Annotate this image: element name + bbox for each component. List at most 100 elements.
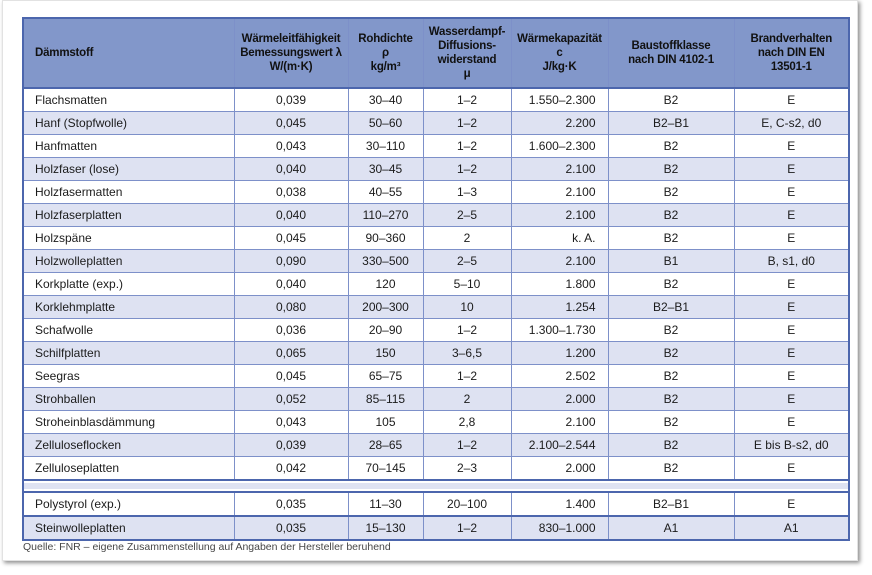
cell-baustoffklasse: B2–B1 — [607, 295, 735, 319]
cell-waermeleitfaehigkeit: 0,045 — [233, 111, 349, 135]
cell-daemmstoff: Flachsmatten — [22, 87, 235, 112]
cell-wasserdampf-diffusionswiderstand: 1–2 — [422, 87, 512, 112]
column-header-baustoffklasse: Baustoffklasse nach DIN 4102-1 — [607, 17, 735, 89]
table-row: Zelluloseplatten 0,042 70–145 2–3 2.000 B2 E — [22, 456, 850, 481]
cell-brandverhalten: E — [733, 134, 850, 158]
cell-brandverhalten: E — [733, 87, 850, 112]
cell-waermekapazitaet: 1.800 — [510, 272, 609, 296]
cell-waermekapazitaet: 2.100–2.544 — [510, 433, 609, 457]
column-header-rohdichte: Rohdichte ρ kg/m³ — [347, 17, 424, 89]
table-header: Dämmstoff Wärmeleitfähigkeit Bemessungswer… — [22, 17, 850, 89]
table-row: Zelluloseflocken 0,039 28–65 1–2 2.100–2.544… — [22, 433, 850, 457]
cell-baustoffklasse: B2 — [607, 433, 735, 457]
column-header-wasserdampf-diffusionswiderstand: Wasserdampf- Diffusions-widerstand μ — [422, 17, 512, 89]
cell-daemmstoff: Stroheinblasdämmung — [22, 410, 235, 434]
column-header-waermeleitfaehigkeit: Wärmeleitfähigkeit Bemessungswert λ W/(m·K… — [233, 17, 349, 89]
cell-wasserdampf-diffusionswiderstand: 1–2 — [422, 318, 512, 342]
cell-rohdichte: 30–45 — [347, 157, 424, 181]
cell-wasserdampf-diffusionswiderstand: 10 — [422, 295, 512, 319]
cell-daemmstoff: Holzfasermatten — [22, 180, 235, 204]
table-row: Polystyrol (exp.) 0,035 11–30 20–100 1.400 B2… — [22, 491, 850, 517]
column-header-waermekapazitaet: Wärmekapazität c J/kg·K — [510, 17, 609, 89]
cell-waermeleitfaehigkeit: 0,080 — [233, 295, 349, 319]
cell-waermeleitfaehigkeit: 0,040 — [233, 203, 349, 227]
cell-waermekapazitaet: 1.300–1.730 — [510, 318, 609, 342]
table-row: Flachsmatten 0,039 30–40 1–2 1.550–2.300 B2 E — [22, 87, 850, 112]
cell-waermekapazitaet: 830–1.000 — [510, 515, 609, 541]
cell-waermekapazitaet: 2.200 — [510, 111, 609, 135]
cell-waermekapazitaet: 2.100 — [510, 249, 609, 273]
cell-daemmstoff: Seegras — [22, 364, 235, 388]
table-row: Holzfaserplatten 0,040 110–270 2–5 2.100 B2 E — [22, 203, 850, 227]
cell-baustoffklasse: B2 — [607, 180, 735, 204]
cell-rohdichte: 90–360 — [347, 226, 424, 250]
cell-waermekapazitaet: 2.100 — [510, 157, 609, 181]
cell-waermekapazitaet: 1.600–2.300 — [510, 134, 609, 158]
table-section-2: Polystyrol (exp.) 0,035 11–30 20–100 1.400 B2… — [22, 491, 850, 541]
page-card: Dämmstoff Wärmeleitfähigkeit Bemessungswer… — [2, 0, 858, 561]
cell-brandverhalten: E — [733, 203, 850, 227]
cell-rohdichte: 85–115 — [347, 387, 424, 411]
cell-wasserdampf-diffusionswiderstand: 2–5 — [422, 249, 512, 273]
cell-rohdichte: 28–65 — [347, 433, 424, 457]
cell-waermekapazitaet: 1.550–2.300 — [510, 87, 609, 112]
cell-daemmstoff: Schilfplatten — [22, 341, 235, 365]
cell-rohdichte: 15–130 — [347, 515, 424, 541]
cell-baustoffklasse: B2–B1 — [607, 491, 735, 517]
cell-daemmstoff: Strohballen — [22, 387, 235, 411]
cell-brandverhalten: E — [733, 491, 850, 517]
cell-wasserdampf-diffusionswiderstand: 1–3 — [422, 180, 512, 204]
cell-baustoffklasse: B2 — [607, 87, 735, 112]
cell-wasserdampf-diffusionswiderstand: 1–2 — [422, 134, 512, 158]
table-row: Holzwolleplatten 0,090 330–500 2–5 2.100 B1 B,… — [22, 249, 850, 273]
cell-daemmstoff: Holzwolleplatten — [22, 249, 235, 273]
cell-rohdichte: 150 — [347, 341, 424, 365]
cell-wasserdampf-diffusionswiderstand: 1–2 — [422, 111, 512, 135]
cell-wasserdampf-diffusionswiderstand: 1–2 — [422, 157, 512, 181]
cell-baustoffklasse: B2 — [607, 364, 735, 388]
cell-waermeleitfaehigkeit: 0,043 — [233, 134, 349, 158]
cell-waermeleitfaehigkeit: 0,035 — [233, 515, 349, 541]
cell-baustoffklasse: B1 — [607, 249, 735, 273]
cell-brandverhalten: E — [733, 341, 850, 365]
cell-brandverhalten: E — [733, 456, 850, 481]
cell-baustoffklasse: B2 — [607, 203, 735, 227]
cell-baustoffklasse: B2 — [607, 318, 735, 342]
cell-daemmstoff: Steinwolleplatten — [22, 515, 235, 541]
cell-waermekapazitaet: 1.200 — [510, 341, 609, 365]
cell-waermeleitfaehigkeit: 0,038 — [233, 180, 349, 204]
cell-rohdichte: 50–60 — [347, 111, 424, 135]
table-row: Korkplatte (exp.) 0,040 120 5–10 1.800 B2 E — [22, 272, 850, 296]
cell-waermekapazitaet: 2.100 — [510, 180, 609, 204]
cell-daemmstoff: Holzfaserplatten — [22, 203, 235, 227]
cell-waermeleitfaehigkeit: 0,052 — [233, 387, 349, 411]
cell-brandverhalten: E — [733, 387, 850, 411]
cell-baustoffklasse: A1 — [607, 515, 735, 541]
cell-rohdichte: 11–30 — [347, 491, 424, 517]
cell-waermeleitfaehigkeit: 0,043 — [233, 410, 349, 434]
cell-rohdichte: 330–500 — [347, 249, 424, 273]
cell-daemmstoff: Korkplatte (exp.) — [22, 272, 235, 296]
cell-rohdichte: 70–145 — [347, 456, 424, 481]
cell-baustoffklasse: B2 — [607, 157, 735, 181]
table-row: Seegras 0,045 65–75 1–2 2.502 B2 E — [22, 364, 850, 388]
cell-brandverhalten: E — [733, 272, 850, 296]
cell-wasserdampf-diffusionswiderstand: 5–10 — [422, 272, 512, 296]
header-row: Dämmstoff Wärmeleitfähigkeit Bemessungswer… — [22, 17, 850, 89]
cell-baustoffklasse: B2 — [607, 341, 735, 365]
cell-wasserdampf-diffusionswiderstand: 2,8 — [422, 410, 512, 434]
cell-brandverhalten: E — [733, 410, 850, 434]
cell-wasserdampf-diffusionswiderstand: 1–2 — [422, 433, 512, 457]
cell-daemmstoff: Korklehmplatte — [22, 295, 235, 319]
table-row: Holzspäne 0,045 90–360 2 k. A. B2 E — [22, 226, 850, 250]
table-row: Korklehmplatte 0,080 200–300 10 1.254 B2–B1 E — [22, 295, 850, 319]
cell-brandverhalten: E — [733, 318, 850, 342]
cell-wasserdampf-diffusionswiderstand: 2 — [422, 226, 512, 250]
cell-wasserdampf-diffusionswiderstand: 20–100 — [422, 491, 512, 517]
cell-waermeleitfaehigkeit: 0,042 — [233, 456, 349, 481]
table-row: Holzfasermatten 0,038 40–55 1–3 2.100 B2 E — [22, 180, 850, 204]
cell-daemmstoff: Schafwolle — [22, 318, 235, 342]
cell-brandverhalten: E — [733, 295, 850, 319]
cell-waermeleitfaehigkeit: 0,035 — [233, 491, 349, 517]
cell-rohdichte: 105 — [347, 410, 424, 434]
